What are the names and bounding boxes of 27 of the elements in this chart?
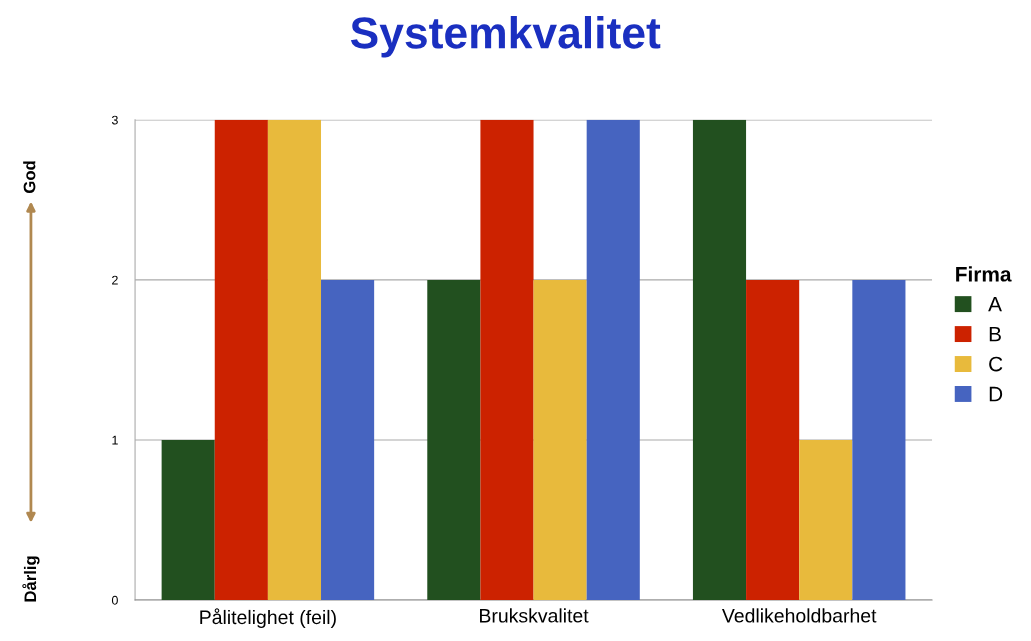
x-tick-label: Pålitelighet (feil) (200, 608, 336, 629)
bar (161, 439, 215, 600)
chart-title: Systemkvalitet (350, 16, 661, 58)
bar (533, 279, 587, 600)
legend-label: C (989, 356, 1003, 372)
bar (586, 119, 640, 600)
text: Dårlig (22, 556, 40, 602)
bar (692, 119, 747, 600)
legend-title: Firma (956, 266, 1012, 282)
legend-label: B (989, 326, 1001, 342)
x-tick-label: Brukskvalitet (480, 608, 589, 623)
bar (746, 279, 800, 600)
legend-label: D (989, 386, 1003, 402)
bar (321, 279, 375, 600)
bar (214, 119, 268, 600)
bar (267, 119, 322, 600)
bar (852, 279, 906, 600)
y-tick-label: 0 (111, 595, 118, 605)
y-tick-label: 2 (112, 275, 118, 285)
bar (799, 439, 853, 600)
bar (427, 279, 481, 600)
x-tick-label: Vedlikeholdbarhet (721, 608, 877, 623)
y-tick-label: 3 (111, 115, 118, 125)
y-tick-label: 1 (112, 435, 118, 445)
legend-label: A (988, 297, 1002, 312)
text: God (23, 161, 36, 193)
bar (480, 119, 534, 600)
